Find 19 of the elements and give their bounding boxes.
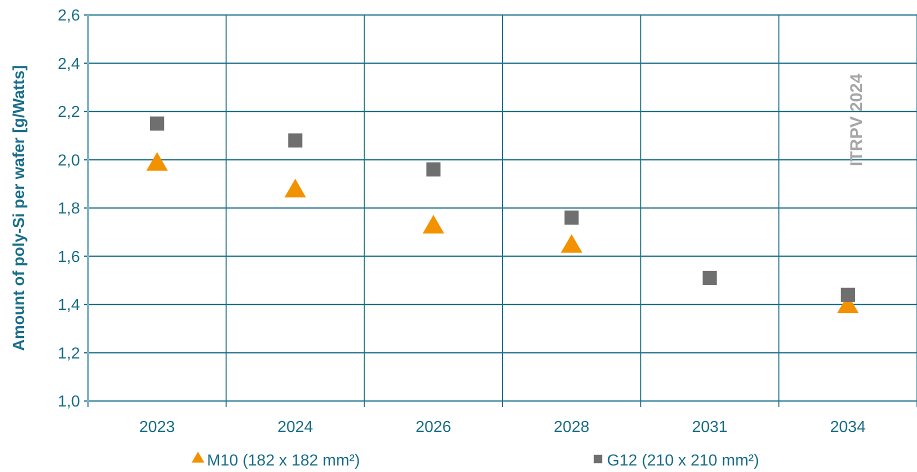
y-tick-label: 1,8 [58, 200, 80, 218]
x-tick-label: 2024 [277, 419, 314, 436]
y-tick-label: 2,4 [58, 56, 80, 73]
y-tick-label: 1,6 [58, 248, 80, 266]
y-tick-label: 1,0 [58, 394, 80, 411]
x-tick-label: 2023 [139, 419, 175, 436]
legend-label: M10 (182 x 182 mm²) [207, 452, 360, 470]
x-tick-label: 2031 [692, 419, 728, 436]
y-tick-label: 2,0 [58, 152, 80, 170]
y-tick-label: 1,4 [58, 297, 80, 314]
x-tick-label: 2026 [416, 419, 452, 436]
y-axis-title: Amount of poly-Si per wafer [g/Watts] [11, 65, 28, 351]
annotation: ITRPV 2024 [847, 73, 866, 166]
legend-label: G12 (210 x 210 mm²) [607, 452, 760, 470]
y-tick-label: 2,6 [58, 8, 80, 25]
x-tick-label: 2028 [554, 419, 590, 436]
y-tick-label: 2,2 [58, 104, 80, 122]
x-tick-label: 2034 [830, 419, 866, 436]
y-tick-label: 1,2 [58, 345, 80, 362]
